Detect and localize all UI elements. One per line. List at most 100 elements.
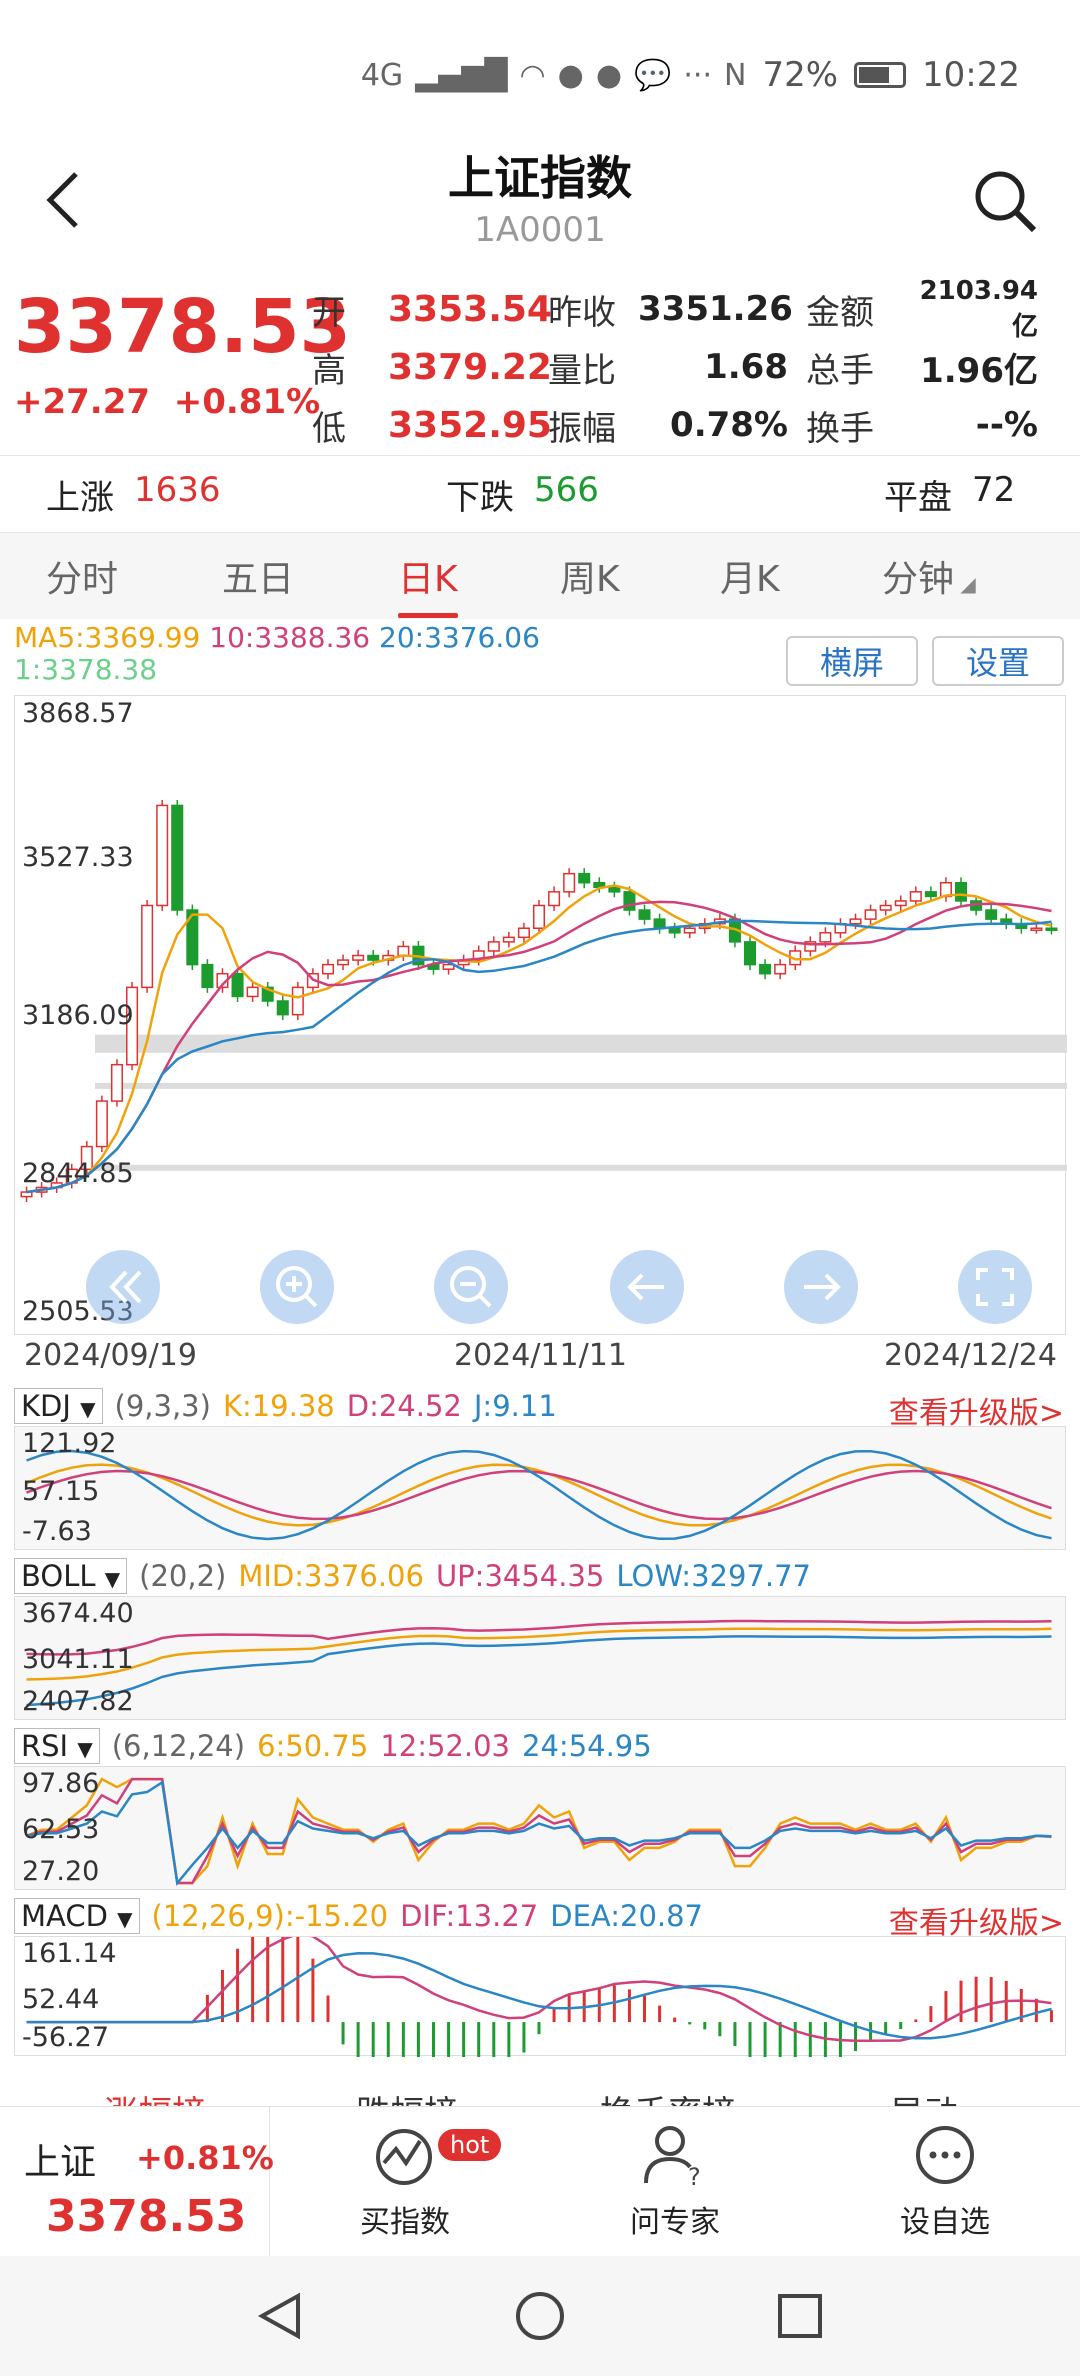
nav-recents-icon[interactable] (770, 2286, 830, 2346)
bottom-action-bar: 上证 +0.81% 3378.53 hot 买指数 ? 问专家 设自选 (0, 2106, 1080, 2256)
candle-body (563, 872, 576, 893)
quote-grid: 开 3353.54 昨收 3351.26 金额 2103.94亿 高 3379.… (312, 276, 1042, 454)
chart-trend-icon (376, 2128, 432, 2185)
back-button[interactable] (40, 170, 90, 230)
arrow-left-icon (627, 1273, 664, 1301)
candle-body (487, 941, 500, 952)
tab-monthly-k[interactable]: 月K (720, 559, 780, 600)
macd-dif-line (26, 1932, 1052, 2043)
caret-down-icon: ▼ (80, 1397, 96, 1421)
high-label: 高 (312, 350, 346, 391)
nav-back-icon[interactable] (250, 2286, 310, 2346)
kdj-j-line (26, 1449, 1052, 1541)
buy-index-label: 买指数 (360, 2204, 450, 2240)
macd-tick: -56.27 (22, 2022, 110, 2053)
notification-icon: ● (595, 57, 623, 93)
more-icon: ··· (683, 57, 712, 93)
ask-expert-button[interactable]: ? 问专家 (540, 2107, 810, 2256)
search-button[interactable] (970, 166, 1040, 236)
battery-level: 72% (762, 55, 839, 95)
candle-body (261, 986, 274, 1002)
current-price: 3378.53 (14, 284, 352, 370)
zoom-out-button[interactable] (434, 1250, 508, 1324)
settings-button[interactable]: 设置 (932, 636, 1064, 686)
rsi-tick: 27.20 (22, 1856, 100, 1887)
boll-selector[interactable]: BOLL ▼ (14, 1558, 128, 1594)
index-summary[interactable]: 上证 +0.81% 3378.53 (0, 2107, 274, 2256)
tab-intraday[interactable]: 分时 (46, 559, 119, 600)
tab-minute[interactable]: 分钟 ◢ (882, 550, 976, 602)
quote-row: 开 3353.54 昨收 3351.26 金额 2103.94亿 (312, 276, 1042, 342)
kline-chart[interactable] (14, 695, 1067, 1335)
candle-body (276, 1000, 289, 1016)
candle-body (186, 909, 199, 966)
candle-body (502, 936, 515, 943)
candle-body (442, 963, 455, 970)
tab-weekly-k[interactable]: 周K (560, 559, 620, 600)
index-name: 上证 (24, 2142, 97, 2183)
tab-daily-k[interactable]: 日K (398, 550, 458, 618)
candle-body (291, 986, 304, 1016)
zoom-out-icon (450, 1266, 492, 1308)
caret-down-icon: ▼ (117, 1907, 133, 1931)
tab-movers[interactable]: 异动 (890, 2086, 958, 2106)
tab-turnover[interactable]: 换手率榜 (600, 2086, 736, 2106)
candle-body (367, 954, 380, 961)
turnover-label: 换手 (806, 408, 874, 449)
add-watchlist-button[interactable]: 设自选 (810, 2107, 1080, 2256)
prev-close-label: 昨收 (548, 292, 616, 333)
scroll-left-button[interactable] (610, 1250, 684, 1324)
amount-value: 2103.94亿 (919, 275, 1038, 342)
candle-body (171, 804, 184, 911)
kdj-selector[interactable]: KDJ ▼ (14, 1388, 103, 1424)
candle-body (894, 900, 907, 907)
rsi-tick: 62.53 (22, 1814, 100, 1845)
rsi-selector[interactable]: RSI ▼ (14, 1728, 100, 1764)
tab-five-day[interactable]: 五日 (222, 559, 295, 600)
boll-panel (14, 1596, 1066, 1720)
wifi-icon: ◠ (519, 57, 546, 93)
landscape-button[interactable]: 横屏 (786, 636, 918, 686)
tab-gainers[interactable]: 涨幅榜 (104, 2086, 206, 2106)
boll-mid-line (26, 1627, 1052, 1681)
candle-body (804, 941, 817, 952)
kdj-name: KDJ (21, 1389, 71, 1423)
candle-body (156, 804, 169, 907)
candle-body (517, 927, 530, 939)
ask-expert-label: 问专家 (630, 2204, 720, 2240)
macd-dif: DIF:13.27 (400, 1899, 539, 1933)
caret-down-icon: ▼ (77, 1737, 93, 1761)
candle-body (95, 1100, 108, 1148)
boll-tick: 3674.40 (22, 1598, 134, 1629)
macd-selector[interactable]: MACD ▼ (14, 1898, 140, 1934)
rewind-button[interactable] (86, 1250, 160, 1324)
system-nav-bar (0, 2256, 1080, 2376)
candle-body (909, 891, 922, 902)
buy-index-button[interactable]: hot 买指数 (270, 2107, 540, 2256)
unchanged-label: 平盘 (884, 477, 952, 518)
candle-body (955, 881, 968, 902)
candle-body (683, 927, 696, 934)
candle-body (352, 954, 365, 961)
macd-tick: 161.14 (22, 1938, 117, 1969)
candle-body (110, 1063, 123, 1102)
nav-home-icon[interactable] (510, 2286, 570, 2346)
kdj-k-line (26, 1463, 1052, 1527)
nfc-icon: N (723, 57, 747, 93)
upgrade-link[interactable]: 查看升级版> (888, 1906, 1064, 1941)
advancers-label: 上涨 (46, 477, 114, 518)
total-volume-label: 总手 (806, 350, 874, 391)
expand-icon (976, 1268, 1014, 1306)
support-band (95, 1034, 1067, 1053)
candle-body (548, 891, 561, 907)
x-tick: 2024/12/24 (884, 1338, 1057, 1373)
scroll-right-button[interactable] (784, 1250, 858, 1324)
upgrade-link[interactable]: 查看升级版> (888, 1396, 1064, 1431)
rsi-24: 24:54.95 (522, 1729, 652, 1763)
fullscreen-button[interactable] (958, 1250, 1032, 1324)
total-volume-value: 1.96亿 (920, 350, 1038, 391)
candle-body (819, 932, 832, 943)
tab-losers[interactable]: 跌幅榜 (356, 2086, 458, 2106)
zoom-in-button[interactable] (260, 1250, 334, 1324)
y-tick: 3186.09 (22, 1000, 134, 1031)
